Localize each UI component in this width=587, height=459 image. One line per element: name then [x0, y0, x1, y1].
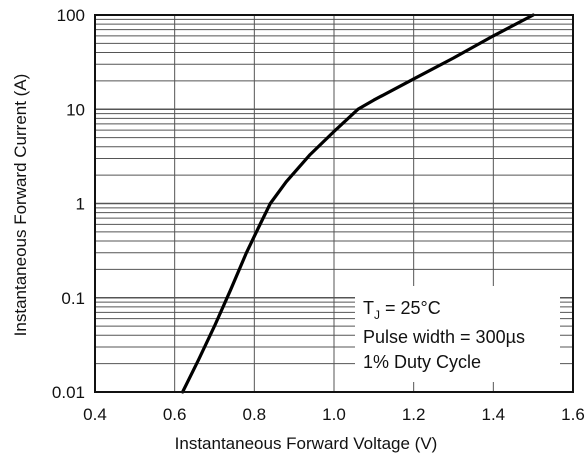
annotation-tj-value: = 25°C: [380, 298, 441, 318]
plot-frame: [94, 14, 574, 393]
x-tick-label: 1.6: [561, 405, 585, 424]
x-tick-label: 1.2: [402, 405, 426, 424]
x-tick-label: 0.4: [83, 405, 107, 424]
annotation-layer: TJ = 25°C Pulse width = 300µs 1% Duty Cy…: [355, 286, 560, 382]
annotation-background: [355, 286, 560, 382]
series-line-0: [181, 13, 535, 394]
curve-layer: [181, 13, 535, 394]
annotation-pulse-width: Pulse width = 300µs: [363, 327, 525, 347]
x-tick-label: 1.4: [482, 405, 506, 424]
y-tick-label: 100: [57, 6, 85, 25]
y-axis-label: Instantaneous Forward Current (A): [11, 74, 30, 337]
y-tick-label: 0.01: [52, 383, 85, 402]
y-tick-label: 0.1: [61, 289, 85, 308]
tick-layer: 0.4 0.6 0.8 1.0 1.2 1.4 1.6 0.01 0.1 1 10 100: [52, 6, 585, 424]
y-tick-label: 10: [66, 100, 85, 119]
annotation-tj-symbol: T: [363, 298, 374, 318]
y-tick-label: 1: [76, 195, 85, 214]
annotation-tj-subscript: J: [374, 308, 380, 322]
annotation-duty-cycle: 1% Duty Cycle: [363, 352, 481, 372]
x-axis-label: Instantaneous Forward Voltage (V): [175, 434, 438, 453]
annotation-tj: TJ = 25°C: [363, 298, 441, 322]
x-tick-label: 0.8: [243, 405, 267, 424]
x-tick-label: 0.6: [163, 405, 187, 424]
frame-layer: [94, 14, 574, 393]
x-tick-label: 1.0: [322, 405, 346, 424]
